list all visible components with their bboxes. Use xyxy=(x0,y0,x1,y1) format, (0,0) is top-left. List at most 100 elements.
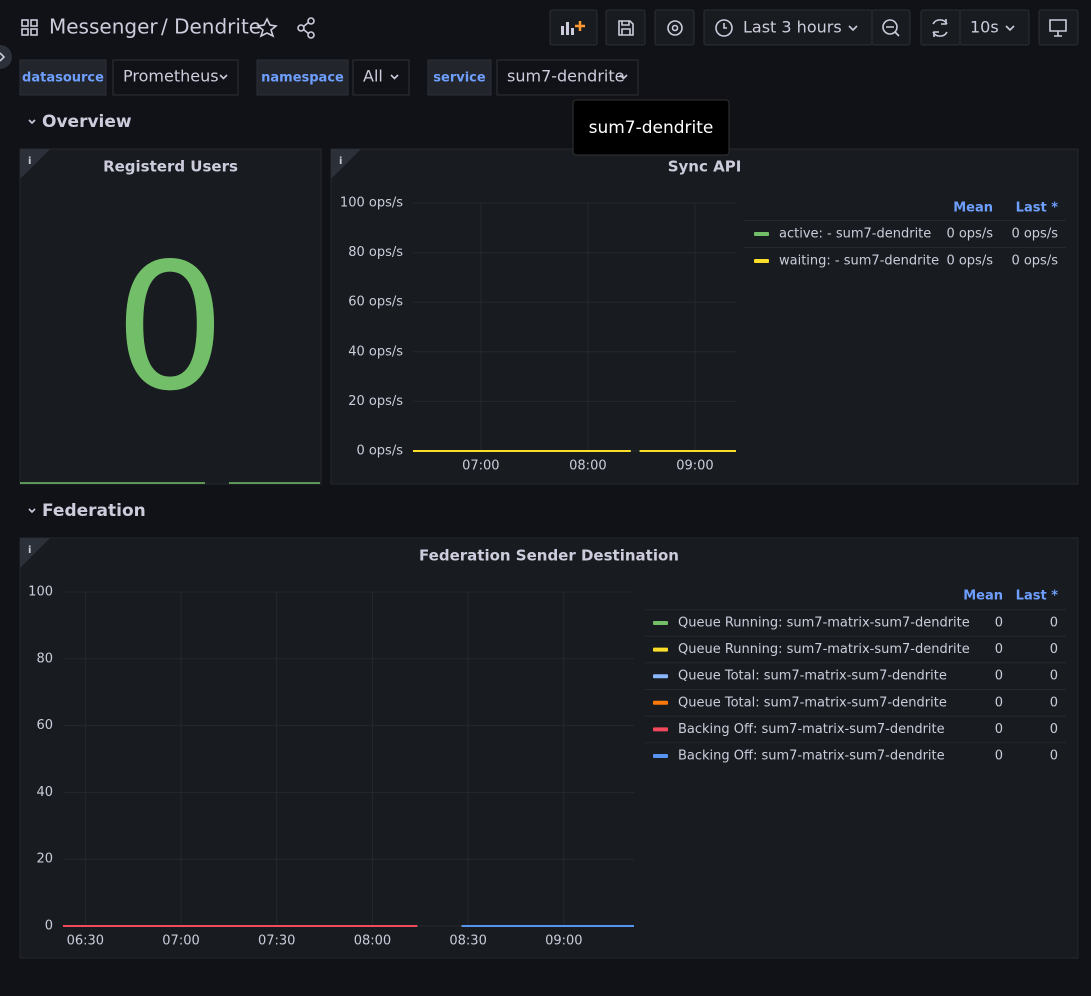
chevron xyxy=(1005,25,1015,32)
variable-select[interactable] xyxy=(112,59,239,96)
variable-value: sum7-dendrite xyxy=(507,67,624,86)
legend-swatch xyxy=(653,674,668,679)
variable-select[interactable] xyxy=(352,59,410,96)
tv-mode-button[interactable] xyxy=(1038,9,1079,46)
panel-info-icon: i xyxy=(28,156,31,167)
x-tick-label: 07:00 xyxy=(462,459,499,474)
variables: datasource Prometheus namespace All service s… xyxy=(19,59,639,96)
x-tick-label: 08:00 xyxy=(354,934,391,949)
legend-name[interactable]: Queue Total: sum7-matrix-sum7-dendrite xyxy=(678,695,947,710)
legend-swatch xyxy=(653,621,668,625)
content: Overview Federation i Registerd Users i Sync … xyxy=(19,112,1079,959)
row-title[interactable]: Overview xyxy=(42,112,132,132)
y-tick-label: 100 xyxy=(28,585,53,600)
legend-last: 0 ops/s xyxy=(1011,254,1058,269)
legend-mean: 0 ops/s xyxy=(946,254,993,269)
legend-name[interactable]: Queue Running: sum7-matrix-sum7-dendrite xyxy=(678,642,970,657)
legend-name[interactable]: Queue Total: sum7-matrix-sum7-dendrite xyxy=(678,669,947,684)
panel-info-corner xyxy=(20,149,50,179)
sidebar-toggle[interactable] xyxy=(0,45,12,69)
chevron xyxy=(390,74,399,80)
x-tick-label: 07:00 xyxy=(162,934,199,949)
panel-info-corner xyxy=(331,149,361,179)
legend-last: 0 ops/s xyxy=(1011,227,1058,242)
y-tick-label: 60 ops/s xyxy=(348,295,403,310)
variable-label: namespace xyxy=(261,71,344,86)
star-icon[interactable] xyxy=(256,17,278,38)
legend-swatch xyxy=(754,232,769,236)
legend-name[interactable]: active: - sum7-dendrite xyxy=(779,227,931,242)
legend-swatch xyxy=(754,259,769,263)
sidebar-arrow xyxy=(0,52,6,62)
legend-mean: 0 xyxy=(995,749,1003,764)
variable-label: datasource xyxy=(22,71,104,86)
legend-swatch xyxy=(653,727,668,732)
legend-header: Last * xyxy=(1016,201,1059,216)
variable-value: Prometheus xyxy=(123,67,219,86)
y-tick-label: 20 ops/s xyxy=(348,394,403,409)
variable-value: All xyxy=(363,67,383,86)
legend-last: 0 xyxy=(1050,749,1058,764)
settings-button[interactable] xyxy=(654,9,695,46)
variable-select[interactable] xyxy=(496,59,639,96)
panel xyxy=(19,537,1079,959)
legend-last: 0 xyxy=(1050,642,1058,657)
chevron xyxy=(848,25,858,32)
zoom-icon xyxy=(882,19,900,37)
legend-swatch xyxy=(653,700,668,705)
y-tick-label: 80 ops/s xyxy=(348,245,403,260)
variable-label-box xyxy=(427,59,492,96)
tv-icon xyxy=(1049,19,1067,37)
stat-value: 0 xyxy=(114,227,225,430)
legend-name[interactable]: Backing Off: sum7-matrix-sum7-dendrite xyxy=(678,722,945,737)
x-tick-label: 06:30 xyxy=(67,934,104,949)
add-panel-icon xyxy=(561,21,585,35)
tooltip xyxy=(572,99,730,156)
x-tick-label: 07:30 xyxy=(258,934,295,949)
time-range: Last 3 hours xyxy=(743,18,842,37)
share-icon[interactable] xyxy=(297,17,315,39)
legend-mean: 0 xyxy=(995,669,1003,684)
refresh-interval[interactable] xyxy=(959,9,1030,46)
legend-mean: 0 ops/s xyxy=(946,227,993,242)
dashboard-title[interactable]: / Dendrite xyxy=(161,15,261,39)
y-tick-label: 40 xyxy=(36,785,53,800)
legend-mean: 0 xyxy=(995,642,1003,657)
refresh-button[interactable] xyxy=(920,9,961,46)
chevron xyxy=(219,74,228,80)
row-title[interactable]: Federation xyxy=(42,501,146,521)
y-tick-label: 60 xyxy=(36,718,53,733)
y-tick-label: 20 xyxy=(36,852,53,867)
refresh-icon xyxy=(932,19,948,37)
legend-mean: 0 xyxy=(995,695,1003,710)
panel-info-icon: i xyxy=(339,156,342,167)
legend-last: 0 xyxy=(1050,722,1058,737)
settings-icon xyxy=(667,20,683,36)
legend-mean: 0 xyxy=(995,616,1003,631)
legend-name[interactable]: Backing Off: sum7-matrix-sum7-dendrite xyxy=(678,749,945,764)
x-tick-label: 08:00 xyxy=(569,459,606,474)
legend-last: 0 xyxy=(1050,616,1058,631)
save-icon xyxy=(618,20,634,36)
clock-icon xyxy=(715,19,733,37)
panel-title: Federation Sender Destination xyxy=(419,547,679,565)
tooltip-text: sum7-dendrite xyxy=(589,118,714,138)
chevron xyxy=(619,74,628,80)
legend-name[interactable]: waiting: - sum7-dendrite xyxy=(779,254,939,269)
apps-icon[interactable] xyxy=(21,19,38,36)
save-button[interactable] xyxy=(605,9,646,46)
legend-swatch xyxy=(653,754,668,758)
dashboard-folder[interactable]: Messenger xyxy=(49,15,158,39)
panel-title: Sync API xyxy=(668,158,742,176)
row-chevron xyxy=(28,119,36,125)
legend-last: 0 xyxy=(1050,695,1058,710)
legend-mean: 0 xyxy=(995,722,1003,737)
add-panel-button[interactable] xyxy=(549,9,598,46)
y-tick-label: 40 ops/s xyxy=(348,344,403,359)
legend-name[interactable]: Queue Running: sum7-matrix-sum7-dendrite xyxy=(678,616,970,631)
variable-label: service xyxy=(433,71,486,86)
legend-header: Mean xyxy=(963,589,1003,604)
panel-info-icon: i xyxy=(28,545,31,556)
